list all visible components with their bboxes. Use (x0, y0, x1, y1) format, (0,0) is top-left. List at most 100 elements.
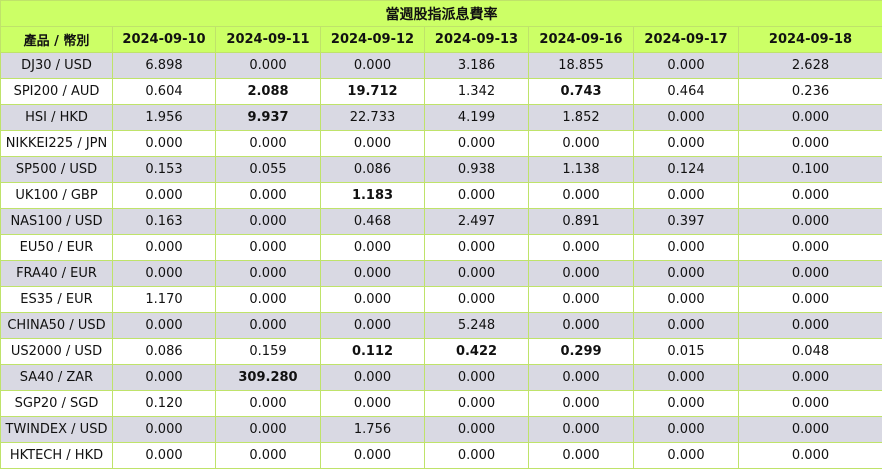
rate-cell: 0.000 (112, 182, 216, 209)
table-row: SA40 / ZAR 0.000 309.280 0.000 0.000 0.000 0.0… (0, 364, 882, 391)
rate-cell: 2.497 (424, 208, 529, 235)
rate-cell: 9.937 (215, 104, 321, 131)
rate-cell: 0.000 (738, 208, 882, 235)
rate-cell: 0.000 (738, 286, 882, 313)
product-cell: EU50 / EUR (0, 234, 113, 261)
rate-cell: 0.000 (215, 234, 321, 261)
rate-cell: 0.000 (424, 260, 529, 287)
rate-cell: 0.000 (112, 364, 216, 391)
rate-cell: 1.852 (528, 104, 634, 131)
rate-cell: 0.086 (112, 338, 216, 365)
rate-cell: 0.000 (633, 52, 739, 79)
rate-cell: 0.000 (738, 390, 882, 417)
table-row: CHINA50 / USD 0.000 0.000 0.000 5.248 0.000 0.… (0, 312, 882, 339)
product-cell: SPI200 / AUD (0, 78, 113, 105)
rate-cell: 0.055 (215, 156, 321, 183)
product-cell: FRA40 / EUR (0, 260, 113, 287)
rate-cell: 0.000 (320, 52, 425, 79)
column-header-date: 2024-09-17 (633, 26, 739, 53)
table-row: SGP20 / SGD 0.120 0.000 0.000 0.000 0.000 0.00… (0, 390, 882, 417)
table-row: HKTECH / HKD 0.000 0.000 0.000 0.000 0.000 0.0… (0, 442, 882, 469)
rate-cell: 0.000 (738, 312, 882, 339)
product-cell: UK100 / GBP (0, 182, 113, 209)
rate-cell: 0.000 (424, 442, 529, 469)
rate-cell: 0.000 (320, 286, 425, 313)
column-header-date: 2024-09-18 (738, 26, 882, 53)
column-header-product: 產品 / 幣別 (0, 26, 113, 53)
rate-cell: 1.956 (112, 104, 216, 131)
table-row: US2000 / USD 0.086 0.159 0.112 0.422 0.299 0.0… (0, 338, 882, 365)
rate-cell: 0.000 (320, 130, 425, 157)
table-row: NAS100 / USD 0.163 0.000 0.468 2.497 0.891 0.3… (0, 208, 882, 235)
rate-cell: 0.464 (633, 78, 739, 105)
product-cell: SGP20 / SGD (0, 390, 113, 417)
rate-cell: 0.000 (633, 312, 739, 339)
rate-cell: 0.000 (633, 130, 739, 157)
rate-cell: 0.120 (112, 390, 216, 417)
product-cell: US2000 / USD (0, 338, 113, 365)
rate-cell: 0.000 (528, 234, 634, 261)
rate-cell: 0.000 (215, 312, 321, 339)
rate-cell: 0.938 (424, 156, 529, 183)
rate-cell: 0.000 (112, 130, 216, 157)
product-cell: ES35 / EUR (0, 286, 113, 313)
column-header-date: 2024-09-13 (424, 26, 529, 53)
table-row: EU50 / EUR 0.000 0.000 0.000 0.000 0.000 0.000… (0, 234, 882, 261)
rate-cell: 0.000 (215, 52, 321, 79)
rate-cell: 0.236 (738, 78, 882, 105)
rate-cell: 0.000 (633, 104, 739, 131)
rate-cell: 0.163 (112, 208, 216, 235)
column-header-date: 2024-09-16 (528, 26, 634, 53)
rate-cell: 0.604 (112, 78, 216, 105)
product-cell: HKTECH / HKD (0, 442, 113, 469)
product-cell: CHINA50 / USD (0, 312, 113, 339)
table-row: SPI200 / AUD 0.604 2.088 19.712 1.342 0.743 0.… (0, 78, 882, 105)
rate-cell: 0.000 (112, 416, 216, 443)
product-cell: HSI / HKD (0, 104, 113, 131)
product-cell: SA40 / ZAR (0, 364, 113, 391)
title-row: 當週股指派息費率 (0, 0, 882, 27)
rate-cell: 0.000 (738, 260, 882, 287)
rate-cell: 0.000 (320, 364, 425, 391)
rate-cell: 0.000 (320, 442, 425, 469)
table-row: ES35 / EUR 1.170 0.000 0.000 0.000 0.000 0.000… (0, 286, 882, 313)
rate-cell: 0.000 (320, 260, 425, 287)
rate-cell: 0.000 (633, 234, 739, 261)
rate-cell: 1.183 (320, 182, 425, 209)
rate-cell: 0.124 (633, 156, 739, 183)
rate-cell: 0.000 (738, 442, 882, 469)
column-header-date: 2024-09-11 (215, 26, 321, 53)
rate-cell: 0.000 (528, 390, 634, 417)
product-cell: NAS100 / USD (0, 208, 113, 235)
rate-cell: 0.000 (528, 364, 634, 391)
rate-cell: 0.000 (633, 260, 739, 287)
rate-cell: 1.342 (424, 78, 529, 105)
rate-cell: 0.000 (738, 182, 882, 209)
rate-cell: 0.000 (424, 286, 529, 313)
rate-cell: 0.000 (738, 364, 882, 391)
rate-cell: 0.299 (528, 338, 634, 365)
rate-cell: 0.000 (215, 442, 321, 469)
rate-cell: 1.138 (528, 156, 634, 183)
rate-cell: 4.199 (424, 104, 529, 131)
rate-cell: 0.000 (215, 286, 321, 313)
rate-cell: 0.000 (112, 260, 216, 287)
rate-cell: 0.000 (633, 364, 739, 391)
product-cell: NIKKEI225 / JPN (0, 130, 113, 157)
rate-cell: 0.000 (633, 286, 739, 313)
rate-cell: 1.756 (320, 416, 425, 443)
table-title: 當週股指派息費率 (0, 0, 882, 27)
rate-cell: 0.000 (738, 234, 882, 261)
rate-cell: 0.000 (215, 416, 321, 443)
rate-cell: 0.000 (320, 312, 425, 339)
header-row: 產品 / 幣別 2024-09-10 2024-09-11 2024-09-12 202… (0, 26, 882, 53)
table-row: TWINDEX / USD 0.000 0.000 1.756 0.000 0.000 0.… (0, 416, 882, 443)
rate-cell: 5.248 (424, 312, 529, 339)
rate-cell: 0.000 (633, 182, 739, 209)
table-row: SP500 / USD 0.153 0.055 0.086 0.938 1.138 0.12… (0, 156, 882, 183)
rate-cell: 0.000 (738, 104, 882, 131)
rate-cell: 0.891 (528, 208, 634, 235)
rate-cell: 0.000 (320, 234, 425, 261)
rate-cell: 6.898 (112, 52, 216, 79)
